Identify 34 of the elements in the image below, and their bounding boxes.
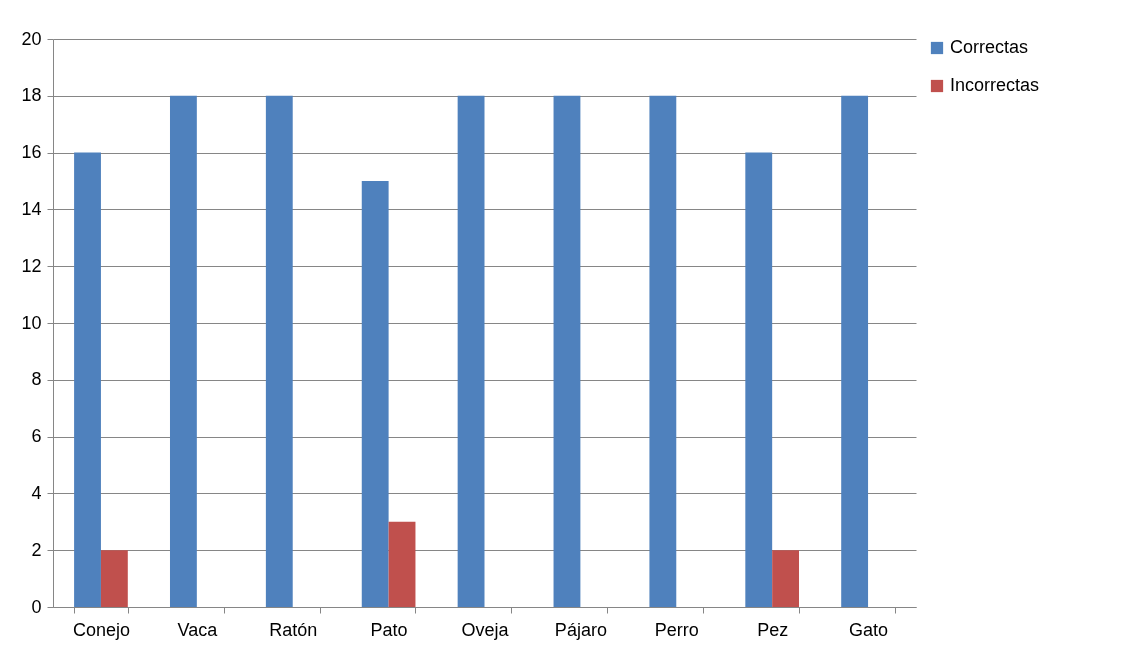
bar <box>457 95 485 607</box>
legend-label: Correctas <box>950 37 1029 57</box>
x-tick-label: Perro <box>654 619 699 640</box>
y-tick-label: 8 <box>31 369 42 390</box>
bar <box>100 550 128 607</box>
bar <box>745 152 773 607</box>
y-tick-label: 20 <box>21 28 42 49</box>
y-tick-label: 0 <box>31 596 42 617</box>
legend-label: Incorrectas <box>950 75 1040 95</box>
x-tick-label: Pato <box>370 619 408 640</box>
x-tick-label: Gato <box>849 619 889 640</box>
x-tick-label: Ratón <box>269 619 318 640</box>
bar <box>361 181 389 607</box>
y-tick-label: 16 <box>21 142 42 163</box>
bar <box>74 152 101 607</box>
y-tick-label: 18 <box>21 85 42 106</box>
bar <box>553 95 581 607</box>
y-tick-label: 14 <box>21 198 42 219</box>
y-tick-label: 2 <box>31 539 42 560</box>
y-tick-label: 6 <box>31 426 42 447</box>
x-tick-label: Pájaro <box>554 619 607 640</box>
bar <box>649 95 677 607</box>
bar <box>265 95 293 607</box>
x-tick-label: Vaca <box>177 619 219 640</box>
y-tick-label: 4 <box>31 482 42 503</box>
x-tick-label: Pez <box>757 619 789 640</box>
bar <box>841 95 869 607</box>
bar <box>169 95 197 607</box>
x-tick-label: Conejo <box>72 619 130 640</box>
y-tick-label: 12 <box>21 255 42 276</box>
bar <box>772 550 800 607</box>
y-tick-label: 10 <box>21 312 42 333</box>
x-tick-label: Oveja <box>461 619 510 640</box>
bar <box>388 521 416 607</box>
